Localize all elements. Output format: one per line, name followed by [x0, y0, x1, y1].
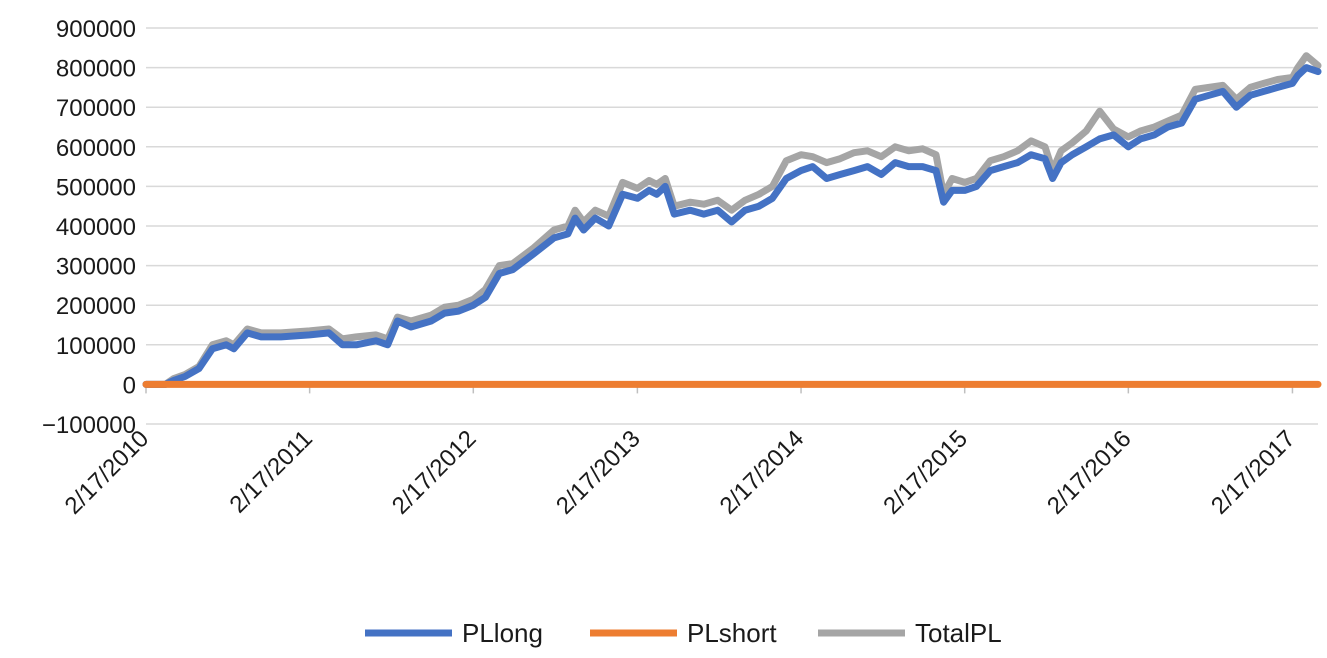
y-tick-label: 400000 — [56, 214, 136, 241]
series-lines — [142, 52, 1322, 388]
legend-label-totalpl: TotalPL — [915, 618, 1002, 648]
x-tick-label: 2/17/2016 — [1042, 425, 1137, 520]
y-tick-label: −100000 — [42, 412, 136, 439]
series-line-totalpl — [142, 52, 1322, 388]
x-tick-label: 2/17/2013 — [551, 425, 646, 520]
x-tick-label: 2/17/2014 — [715, 425, 810, 520]
legend-item-plshort: PLshort — [590, 618, 777, 648]
x-tick-label: 2/17/2017 — [1206, 425, 1301, 520]
legend-label-plshort: PLshort — [687, 618, 777, 648]
series-line-pllong — [142, 64, 1322, 388]
y-tick-label: 200000 — [56, 293, 136, 320]
y-tick-label: 100000 — [56, 333, 136, 360]
legend: PLlong PLshort TotalPL — [365, 618, 1002, 648]
x-axis-tick-labels: 2/17/2010 2/17/2011 2/17/2012 2/17/2013 2/17… — [60, 425, 1301, 520]
legend-item-pllong: PLlong — [365, 618, 543, 648]
gridlines — [146, 27, 1318, 425]
y-tick-label: 700000 — [56, 95, 136, 122]
y-tick-label: 500000 — [56, 174, 136, 201]
y-axis-tick-labels: −100000 0 100000 200000 300000 400000 500000 60… — [42, 16, 136, 439]
y-tick-label: 0 — [123, 372, 136, 399]
x-tick-label: 2/17/2012 — [387, 425, 482, 520]
y-tick-label: 600000 — [56, 135, 136, 162]
y-tick-label: 300000 — [56, 254, 136, 281]
x-tick-label: 2/17/2011 — [225, 425, 318, 518]
legend-item-totalpl: TotalPL — [818, 618, 1002, 648]
y-tick-label: 900000 — [56, 16, 136, 43]
y-tick-label: 800000 — [56, 56, 136, 83]
x-tick-label: 2/17/2010 — [60, 425, 155, 520]
legend-label-pllong: PLlong — [462, 618, 543, 648]
x-tick-label: 2/17/2015 — [878, 425, 973, 520]
